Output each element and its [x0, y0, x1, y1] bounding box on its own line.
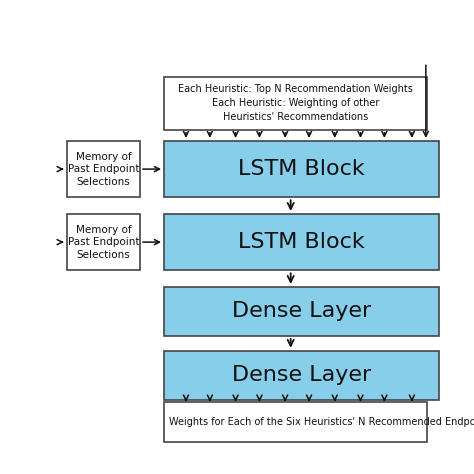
Text: Dense Layer: Dense Layer	[232, 301, 371, 321]
Text: LSTM Block: LSTM Block	[238, 159, 365, 179]
Bar	[164, 402, 427, 442]
Text: Dense Layer: Dense Layer	[232, 365, 371, 385]
Text: Memory of
Past Endpoint
Selections: Memory of Past Endpoint Selections	[68, 225, 139, 259]
Text: LSTM Block: LSTM Block	[238, 232, 365, 252]
Text: Weights for Each of the Six Heuristics' N Recommended Endpoin: Weights for Each of the Six Heuristics' …	[169, 417, 474, 427]
Bar	[164, 141, 439, 197]
Text: Memory of
Past Endpoint
Selections: Memory of Past Endpoint Selections	[68, 152, 139, 186]
Bar	[164, 351, 439, 400]
Bar	[164, 77, 427, 130]
Text: Each Heuristic: Top N Recommendation Weights
Each Heuristic: Weighting of other
: Each Heuristic: Top N Recommendation Wei…	[178, 84, 413, 122]
Bar	[66, 214, 140, 270]
Bar	[164, 287, 439, 336]
Bar	[164, 214, 439, 270]
Bar	[66, 141, 140, 197]
